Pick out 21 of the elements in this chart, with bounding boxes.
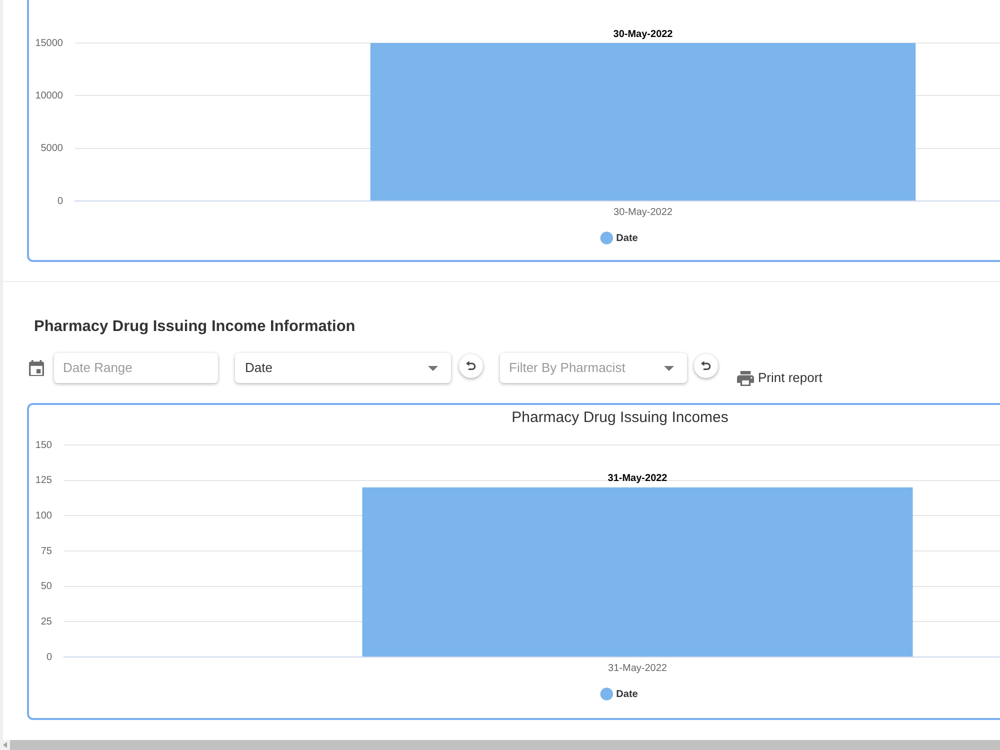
legend-label: Date bbox=[616, 688, 638, 700]
date-dropdown: Date bbox=[235, 353, 451, 383]
y-tick-label: 0 bbox=[57, 196, 64, 207]
y-tick-label: 5000 bbox=[40, 143, 64, 154]
y-tick-label: 0 bbox=[46, 652, 52, 663]
text: Print report bbox=[758, 370, 822, 386]
chart-title: Pharmacy Drug Issuing Incomes bbox=[512, 409, 728, 426]
y-tick-label: 10000 bbox=[35, 90, 64, 102]
y-tick-label: 125 bbox=[35, 475, 52, 486]
text: Pharmacy Drug Issuing Income Information bbox=[34, 317, 356, 337]
y-tick-label: 50 bbox=[40, 581, 52, 592]
y-tick-label: 15000 bbox=[35, 38, 64, 49]
y-tick-label: 25 bbox=[40, 616, 52, 628]
y-tick-label: 150 bbox=[35, 440, 52, 451]
legend-label: Date bbox=[616, 232, 638, 244]
data-label: 30-May-2022 bbox=[613, 28, 674, 40]
pharmacist-dropdown: Filter By Pharmacist bbox=[500, 353, 687, 383]
data-label: 31-May-2022 bbox=[608, 473, 668, 484]
y-tick-label: 100 bbox=[35, 510, 52, 522]
y-tick-label: 75 bbox=[40, 546, 52, 557]
date-range-field: Date Range bbox=[54, 353, 218, 383]
